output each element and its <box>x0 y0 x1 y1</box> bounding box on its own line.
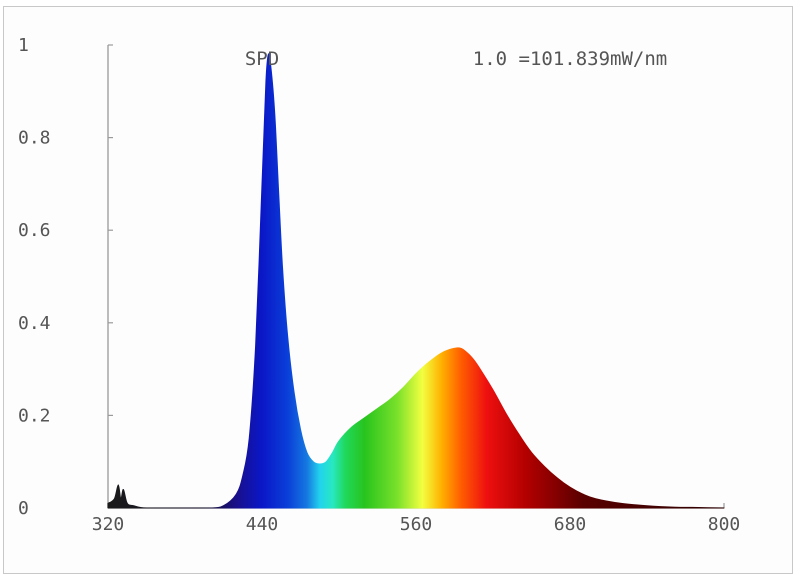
y-tick-label: 0.6 <box>18 220 51 241</box>
scale-annotation: 1.0 =101.839mW/nm <box>473 48 667 70</box>
spd-spectrum-area <box>107 53 725 509</box>
y-tick-label: 0 <box>18 498 29 519</box>
y-axis: 0 0.2 0.4 0.6 0.8 1 <box>18 35 113 519</box>
spectrum-area-group <box>107 53 725 509</box>
y-tick-label: 0.8 <box>18 128 51 149</box>
y-tick-label: 0.2 <box>18 405 51 426</box>
x-tick-label: 800 <box>708 514 741 535</box>
x-tick-label: 320 <box>92 514 125 535</box>
x-tick-label: 560 <box>400 514 433 535</box>
y-tick-label: 0.4 <box>18 313 51 334</box>
y-tick-label: 1 <box>18 35 29 56</box>
chart-title: SPD <box>245 48 279 70</box>
x-tick-label: 680 <box>554 514 587 535</box>
x-tick-label: 440 <box>246 514 279 535</box>
